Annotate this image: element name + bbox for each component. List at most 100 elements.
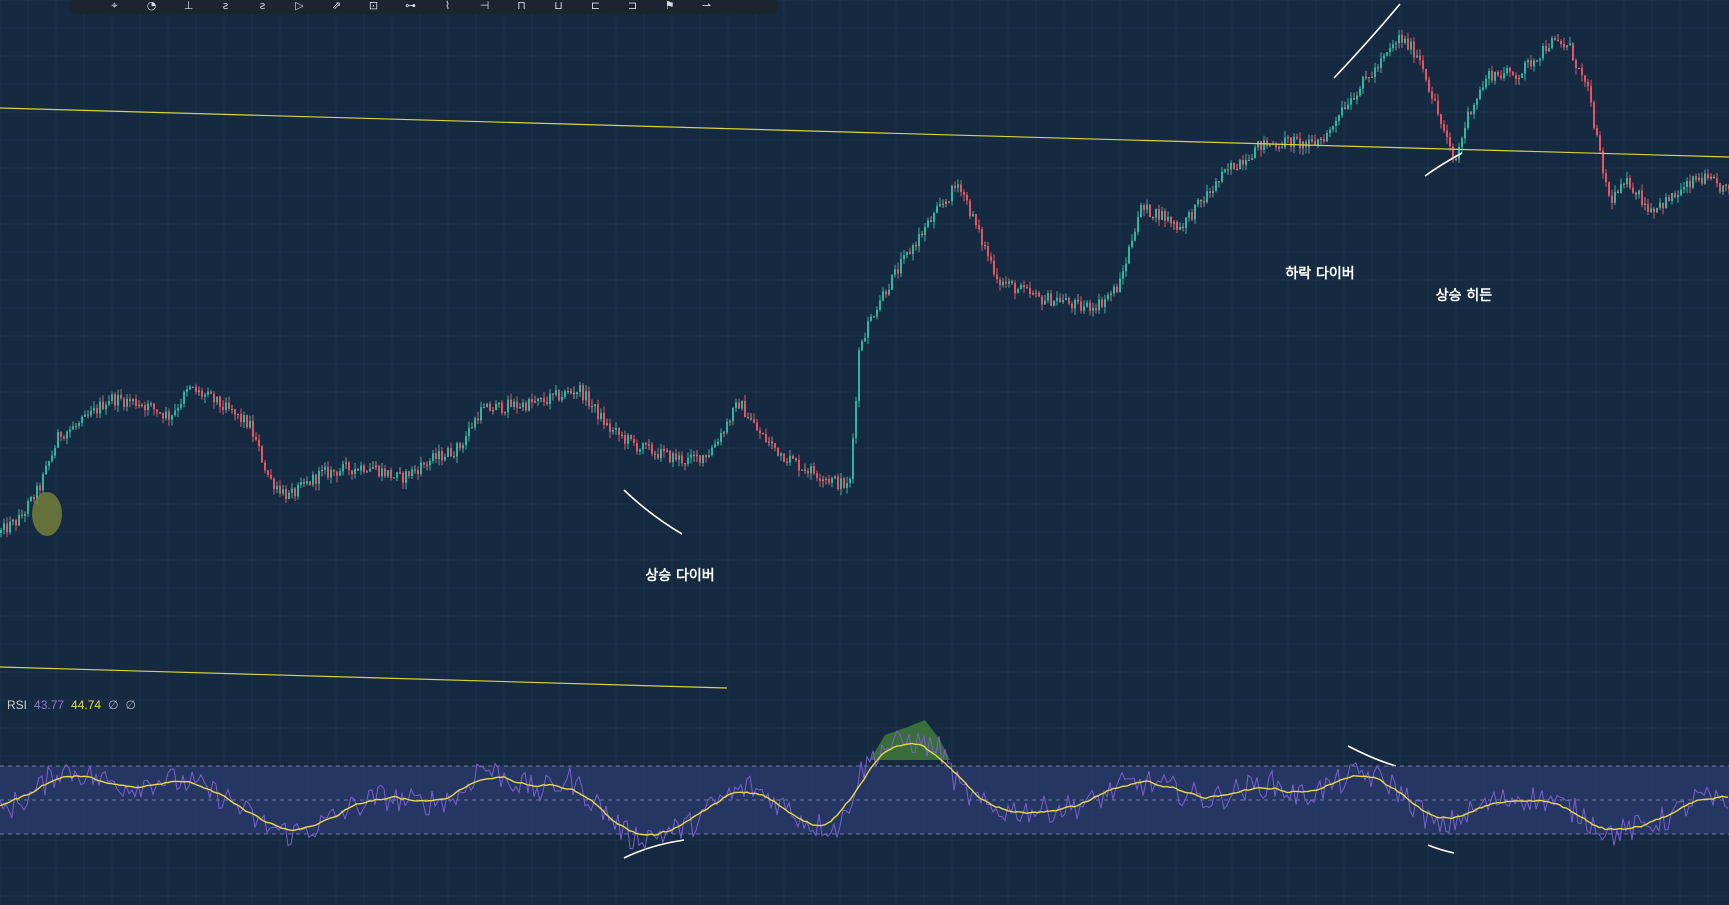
candle: [390, 467, 392, 481]
candle: [477, 411, 479, 424]
candle: [747, 412, 749, 419]
brush-alt-icon[interactable]: ƨ: [259, 0, 266, 12]
candle: [330, 466, 332, 484]
candle: [435, 447, 437, 463]
candle: [465, 431, 467, 450]
rect-icon[interactable]: ⊡: [368, 0, 379, 12]
candle: [1515, 72, 1517, 85]
candle: [1353, 92, 1355, 101]
candle: [1326, 130, 1328, 143]
candle: [1701, 172, 1703, 186]
pin-icon[interactable]: ⊥: [183, 0, 194, 12]
candle: [1188, 210, 1190, 222]
candle: [825, 476, 827, 485]
candle: [114, 392, 116, 411]
candle: [957, 179, 959, 193]
shape-icon[interactable]: ⊐: [627, 0, 638, 12]
ruler-icon[interactable]: ⊓: [517, 0, 526, 12]
flag-icon[interactable]: ⚑: [664, 0, 675, 12]
candle: [666, 448, 668, 453]
candle: [1716, 172, 1718, 188]
candle: [981, 226, 983, 251]
candle: [723, 430, 725, 438]
divergence-stroke-3: [1424, 152, 1463, 177]
candle: [1611, 189, 1613, 210]
candle: [1065, 293, 1067, 301]
frame-icon[interactable]: ⊏: [590, 0, 601, 12]
candle: [438, 444, 440, 466]
candle: [1536, 59, 1538, 63]
candle: [579, 381, 581, 397]
candle: [381, 462, 383, 481]
candle: [498, 402, 500, 408]
lasso-icon[interactable]: ◔: [146, 0, 157, 12]
candle: [783, 453, 785, 463]
candle: [924, 223, 926, 242]
candle: [1467, 106, 1469, 131]
candle: [1440, 113, 1442, 129]
arrow-right-icon[interactable]: ⇀: [701, 0, 712, 12]
candle: [111, 391, 113, 404]
candle: [495, 400, 497, 411]
trendline-upper: [0, 107, 1729, 158]
candle: [276, 481, 278, 494]
split-icon[interactable]: ⊣: [479, 0, 490, 12]
candle: [1593, 100, 1595, 130]
candle: [1314, 134, 1316, 146]
candle: [906, 251, 908, 259]
candle: [1425, 68, 1427, 82]
candle: [1359, 85, 1361, 97]
candle: [480, 401, 482, 424]
candle: [636, 439, 638, 455]
candle: [213, 391, 215, 409]
candle: [1191, 208, 1193, 222]
candle: [1488, 68, 1490, 86]
marker-icon[interactable]: ⌇: [444, 0, 451, 12]
candle: [909, 247, 911, 255]
candle: [1044, 294, 1046, 305]
candle: [1521, 73, 1523, 78]
candle: [1710, 173, 1712, 181]
candle: [1650, 202, 1652, 214]
candle: [222, 400, 224, 415]
arrow-icon[interactable]: ⇗: [331, 0, 342, 12]
candle: [1491, 65, 1493, 84]
candle: [1350, 92, 1352, 110]
candle: [534, 395, 536, 404]
candle: [1671, 192, 1673, 205]
rsi-ma-value: 44.74: [71, 698, 102, 712]
candle: [447, 446, 449, 458]
cursor-icon[interactable]: ⌖: [111, 0, 118, 12]
candle: [453, 451, 455, 459]
candle: [591, 399, 593, 413]
box-icon[interactable]: ⊔: [554, 0, 563, 12]
candle: [1362, 75, 1364, 95]
candle: [570, 388, 572, 395]
candle: [132, 398, 134, 406]
candle: [1614, 185, 1616, 206]
brush-icon[interactable]: ƨ: [222, 0, 229, 12]
candle: [468, 421, 470, 442]
candle: [1293, 133, 1295, 153]
candle: [195, 383, 197, 395]
candle: [603, 406, 605, 430]
play-icon[interactable]: ▷: [295, 0, 304, 12]
path-icon[interactable]: ⊶: [405, 0, 416, 12]
candle: [657, 447, 659, 460]
rsi-name[interactable]: RSI: [7, 698, 28, 712]
candle: [1248, 154, 1250, 162]
rsi-stroke-1: [623, 839, 685, 859]
candle: [1005, 276, 1007, 288]
candle: [1203, 196, 1205, 207]
candle: [126, 394, 128, 412]
candle: [144, 401, 146, 417]
candle: [372, 461, 374, 470]
candle: [1026, 284, 1028, 289]
candle: [774, 442, 776, 452]
candle: [192, 386, 194, 388]
candle: [375, 461, 377, 471]
candle: [1041, 294, 1043, 311]
